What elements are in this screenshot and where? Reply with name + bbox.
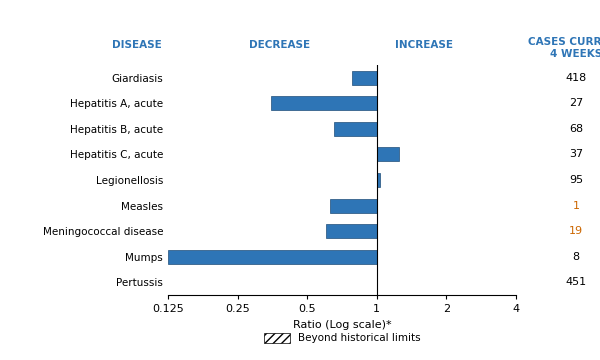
Text: CASES CURRENT: CASES CURRENT (527, 37, 600, 47)
Bar (331, 199, 377, 213)
Bar (377, 147, 399, 161)
Text: INCREASE: INCREASE (395, 40, 453, 50)
Text: 418: 418 (565, 73, 587, 82)
Bar (271, 96, 377, 110)
Bar (168, 250, 377, 264)
Text: 27: 27 (569, 98, 583, 108)
Legend: Beyond historical limits: Beyond historical limits (259, 329, 425, 348)
Text: 95: 95 (569, 175, 583, 185)
Bar (334, 122, 377, 136)
Bar (377, 173, 380, 187)
Bar (326, 224, 377, 238)
Bar (352, 71, 377, 85)
Text: 451: 451 (565, 278, 587, 287)
Text: 37: 37 (569, 149, 583, 159)
Text: DECREASE: DECREASE (249, 40, 310, 50)
X-axis label: Ratio (Log scale)*: Ratio (Log scale)* (293, 320, 391, 330)
Text: 19: 19 (569, 226, 583, 236)
Text: 8: 8 (572, 252, 580, 262)
Text: 4 WEEKS: 4 WEEKS (550, 49, 600, 59)
Text: 68: 68 (569, 124, 583, 134)
Text: DISEASE: DISEASE (112, 40, 162, 50)
Text: 1: 1 (572, 201, 580, 211)
